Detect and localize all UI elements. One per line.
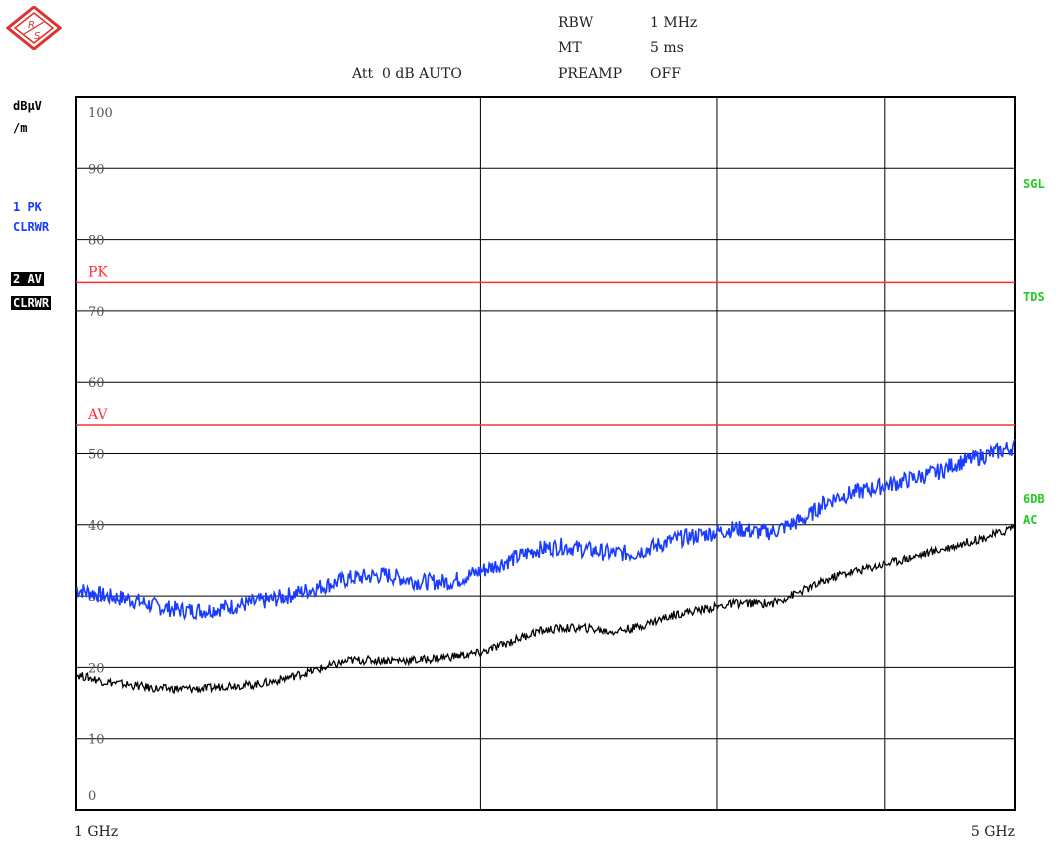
attenuation-setting: Att 0 dB AUTO: [352, 66, 462, 82]
limit-line-label: PK: [88, 264, 108, 280]
y-tick-label: 10: [88, 733, 105, 748]
y-tick-label: 60: [88, 376, 105, 391]
unit-label-line1: dBµV: [13, 99, 42, 113]
trace2-detector-label: 2 AV: [11, 272, 44, 286]
trace2-mode-label: CLRWR: [11, 296, 52, 310]
y-tick-label: 20: [88, 661, 105, 676]
y-tick-label: 50: [88, 448, 105, 463]
mt-value: 5 ms: [650, 40, 684, 56]
y-tick-label: 90: [88, 162, 105, 177]
limit-line-label: AV: [87, 407, 108, 423]
y-tick-label: 100: [88, 106, 113, 121]
rbw-value: 1 MHz: [650, 15, 698, 31]
rohde-schwarz-logo: R S: [6, 6, 62, 50]
trace-pk-line: [75, 439, 1016, 621]
trace1-detector-label: 1 PK: [13, 200, 42, 214]
tds-status: TDS: [1023, 290, 1045, 304]
y-tick-label: 40: [88, 519, 105, 534]
unit-label-line2: /m: [13, 121, 28, 135]
preamp-label: PREAMP: [558, 66, 623, 82]
x-tick-label-end: 5 GHz: [971, 824, 1015, 840]
svg-text:R: R: [28, 20, 35, 31]
svg-text:S: S: [34, 31, 41, 42]
y-tick-label: 80: [88, 234, 105, 249]
preamp-value: OFF: [650, 66, 681, 82]
trace1-mode-label: CLRWR: [13, 220, 50, 234]
x-tick-label-start: 1 GHz: [74, 824, 118, 840]
y-tick-label: 70: [88, 305, 105, 320]
sgl-status: SGL: [1023, 177, 1045, 191]
ac-status: AC: [1023, 513, 1038, 527]
trace-av-line: [75, 522, 1016, 695]
mt-label: MT: [558, 40, 582, 56]
y-tick-label: 0: [88, 789, 96, 804]
6db-status: 6DB: [1023, 492, 1045, 506]
rbw-label: RBW: [558, 15, 594, 31]
